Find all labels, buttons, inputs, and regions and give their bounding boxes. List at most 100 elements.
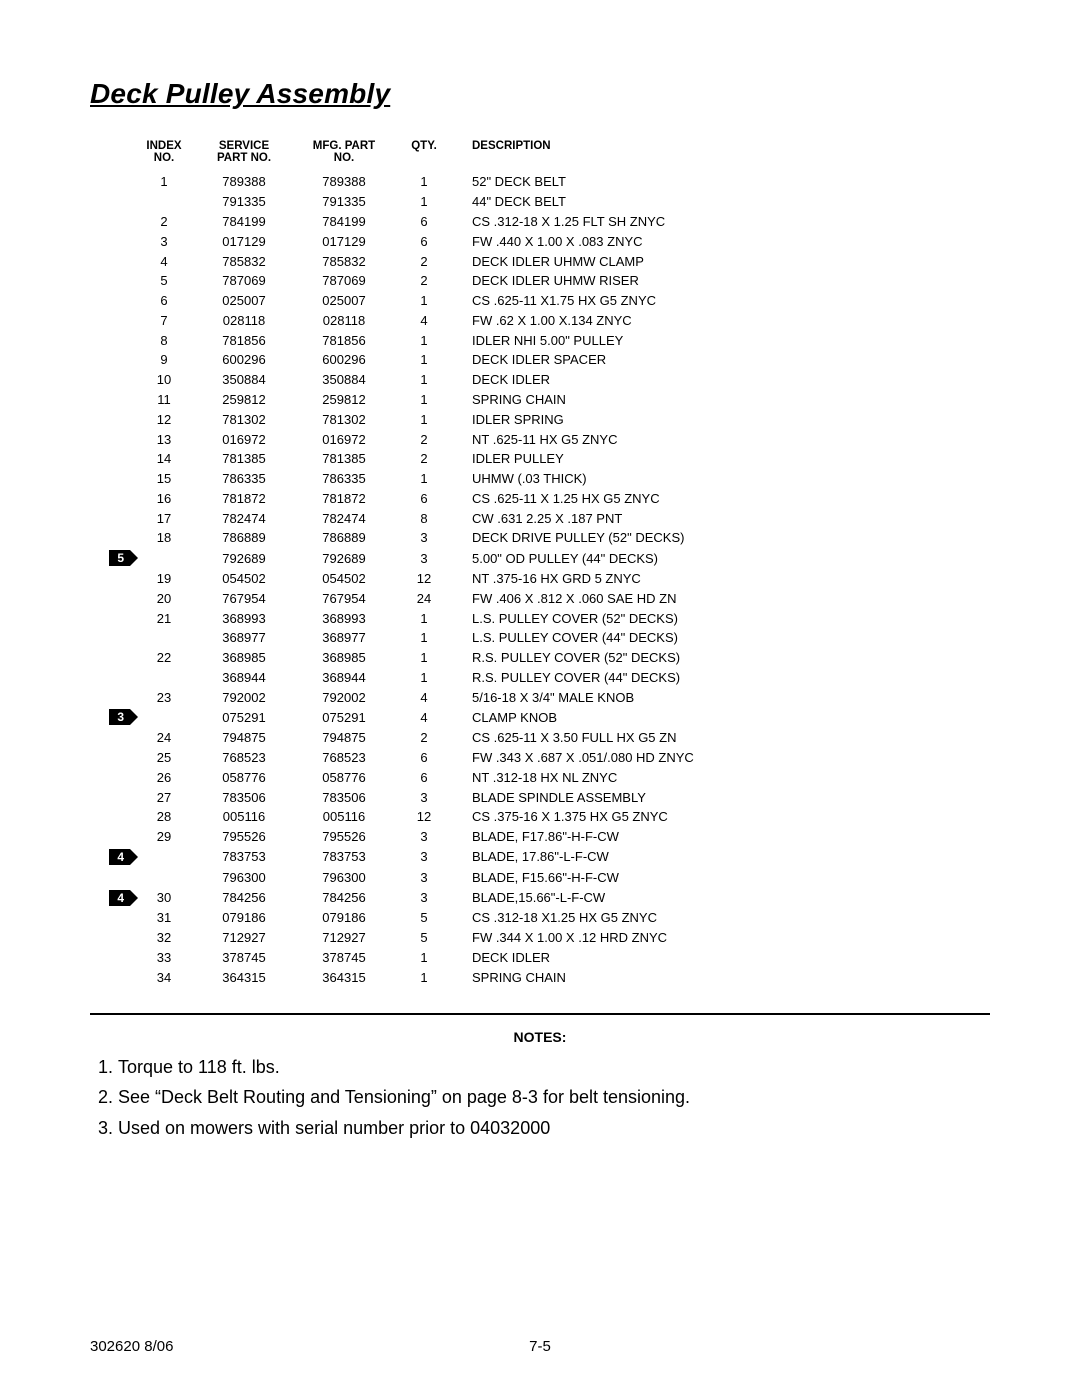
table-row: 579268979268935.00" OD PULLEY (44" DECKS…: [90, 548, 990, 569]
cell-index: 12: [134, 409, 194, 429]
col-service: SERVICE PART NO.: [194, 138, 294, 172]
table-row: 223689853689851R.S. PULLEY COVER (52" DE…: [90, 648, 990, 668]
cell-qty: 4: [394, 310, 454, 330]
table-row: 3689443689441R.S. PULLEY COVER (44" DECK…: [90, 668, 990, 688]
table-row: 2076795476795424FW .406 X .812 X .060 SA…: [90, 588, 990, 608]
cell-description: FW .440 X 1.00 X .083 ZNYC: [454, 231, 990, 251]
cell-qty: 1: [394, 409, 454, 429]
col-qty: QTY.: [394, 138, 454, 172]
cell-service-part: 712927: [194, 928, 294, 948]
cell-service-part: 368977: [194, 628, 294, 648]
cell-mfg-part: 025007: [294, 291, 394, 311]
cell-qty: 3: [394, 787, 454, 807]
cell-qty: 1: [394, 172, 454, 192]
row-marker-cell: [90, 967, 134, 987]
cell-mfg-part: 368977: [294, 628, 394, 648]
cell-description: BLADE, F17.86"-H-F-CW: [454, 827, 990, 847]
footer-center: 7-5: [529, 1338, 551, 1355]
table-row: 177824747824748CW .631 2.25 X .187 PNT: [90, 508, 990, 528]
cell-service-part: 005116: [194, 807, 294, 827]
cell-description: DECK IDLER: [454, 947, 990, 967]
cell-service-part: 364315: [194, 967, 294, 987]
footer-left: 302620 8/06: [90, 1338, 173, 1355]
table-row: 157863357863351UHMW (.03 THICK): [90, 469, 990, 489]
cell-mfg-part: 781302: [294, 409, 394, 429]
cell-service-part: 789388: [194, 172, 294, 192]
cell-description: FW .344 X 1.00 X .12 HRD ZNYC: [454, 928, 990, 948]
cell-service-part: 781856: [194, 330, 294, 350]
table-row: 310791860791865CS .312-18 X1.25 HX G5 ZN…: [90, 908, 990, 928]
table-row: 247948757948752CS .625-11 X 3.50 FULL HX…: [90, 728, 990, 748]
cell-mfg-part: 783753: [294, 847, 394, 868]
cell-qty: 2: [394, 251, 454, 271]
cell-service-part: 784256: [194, 887, 294, 908]
table-body: 1789388789388152" DECK BELT7913357913351…: [90, 172, 990, 987]
cell-description: CS .625-11 X 3.50 FULL HX G5 ZN: [454, 728, 990, 748]
cell-qty: 6: [394, 231, 454, 251]
page-footer: 302620 8/06 7-5: [90, 1338, 990, 1355]
cell-qty: 3: [394, 528, 454, 548]
table-row: 187868897868893DECK DRIVE PULLEY (52" DE…: [90, 528, 990, 548]
cell-qty: 3: [394, 887, 454, 908]
col-index: INDEX NO.: [134, 138, 194, 172]
page-title: Deck Pulley Assembly: [90, 78, 990, 110]
row-marker-cell: 3: [90, 707, 134, 728]
cell-qty: 1: [394, 192, 454, 212]
row-marker-cell: [90, 291, 134, 311]
cell-service-part: 783753: [194, 847, 294, 868]
cell-index: 27: [134, 787, 194, 807]
table-row: 213689933689931L.S. PULLEY COVER (52" DE…: [90, 608, 990, 628]
cell-service-part: 796300: [194, 867, 294, 887]
cell-service-part: 767954: [194, 588, 294, 608]
cell-mfg-part: 796300: [294, 867, 394, 887]
row-marker-cell: [90, 449, 134, 469]
cell-service-part: 378745: [194, 947, 294, 967]
cell-qty: 6: [394, 489, 454, 509]
cell-index: [134, 707, 194, 728]
cell-description: BLADE,15.66"-L-F-CW: [454, 887, 990, 908]
cell-description: NT .312-18 HX NL ZNYC: [454, 767, 990, 787]
row-marker-cell: [90, 668, 134, 688]
cell-description: CS .312-18 X 1.25 FLT SH ZNYC: [454, 212, 990, 232]
cell-description: R.S. PULLEY COVER (44" DECKS): [454, 668, 990, 688]
cell-mfg-part: 781872: [294, 489, 394, 509]
cell-service-part: 787069: [194, 271, 294, 291]
row-marker-cell: [90, 608, 134, 628]
note-item: Used on mowers with serial number prior …: [118, 1116, 990, 1140]
cell-description: CS .375-16 X 1.375 HX G5 ZNYC: [454, 807, 990, 827]
cell-index: 5: [134, 271, 194, 291]
row-marker-cell: [90, 409, 134, 429]
cell-index: 15: [134, 469, 194, 489]
parts-table: INDEX NO. SERVICE PART NO. MFG. PART NO.…: [90, 138, 990, 987]
table-row: 297955267955263BLADE, F17.86"-H-F-CW: [90, 827, 990, 847]
row-marker-cell: [90, 687, 134, 707]
cell-mfg-part: 259812: [294, 390, 394, 410]
table-row: 30171290171296FW .440 X 1.00 X .083 ZNYC: [90, 231, 990, 251]
row-marker-cell: [90, 728, 134, 748]
table-row: 791335791335144" DECK BELT: [90, 192, 990, 212]
cell-description: IDLER PULLEY: [454, 449, 990, 469]
cell-description: IDLER NHI 5.00" PULLEY: [454, 330, 990, 350]
cell-service-part: 058776: [194, 767, 294, 787]
cell-description: FW .406 X .812 X .060 SAE HD ZN: [454, 588, 990, 608]
cell-qty: 1: [394, 291, 454, 311]
table-row: 147813857813852IDLER PULLEY: [90, 449, 990, 469]
cell-index: 8: [134, 330, 194, 350]
cell-description: CS .625-11 X1.75 HX G5 ZNYC: [454, 291, 990, 311]
cell-description: DECK DRIVE PULLEY (52" DECKS): [454, 528, 990, 548]
cell-mfg-part: 364315: [294, 967, 394, 987]
cell-qty: 12: [394, 807, 454, 827]
table-row: 260587760587766NT .312-18 HX NL ZNYC: [90, 767, 990, 787]
row-marker-cell: [90, 271, 134, 291]
cell-index: 29: [134, 827, 194, 847]
table-row: 3689773689771L.S. PULLEY COVER (44" DECK…: [90, 628, 990, 648]
row-marker-cell: 5: [90, 548, 134, 569]
cell-qty: 1: [394, 628, 454, 648]
cell-service-part: 016972: [194, 429, 294, 449]
cell-mfg-part: 792002: [294, 687, 394, 707]
cell-service-part: 259812: [194, 390, 294, 410]
cell-service-part: 368944: [194, 668, 294, 688]
cell-service-part: 786889: [194, 528, 294, 548]
cell-qty: 5: [394, 908, 454, 928]
row-marker-cell: [90, 469, 134, 489]
